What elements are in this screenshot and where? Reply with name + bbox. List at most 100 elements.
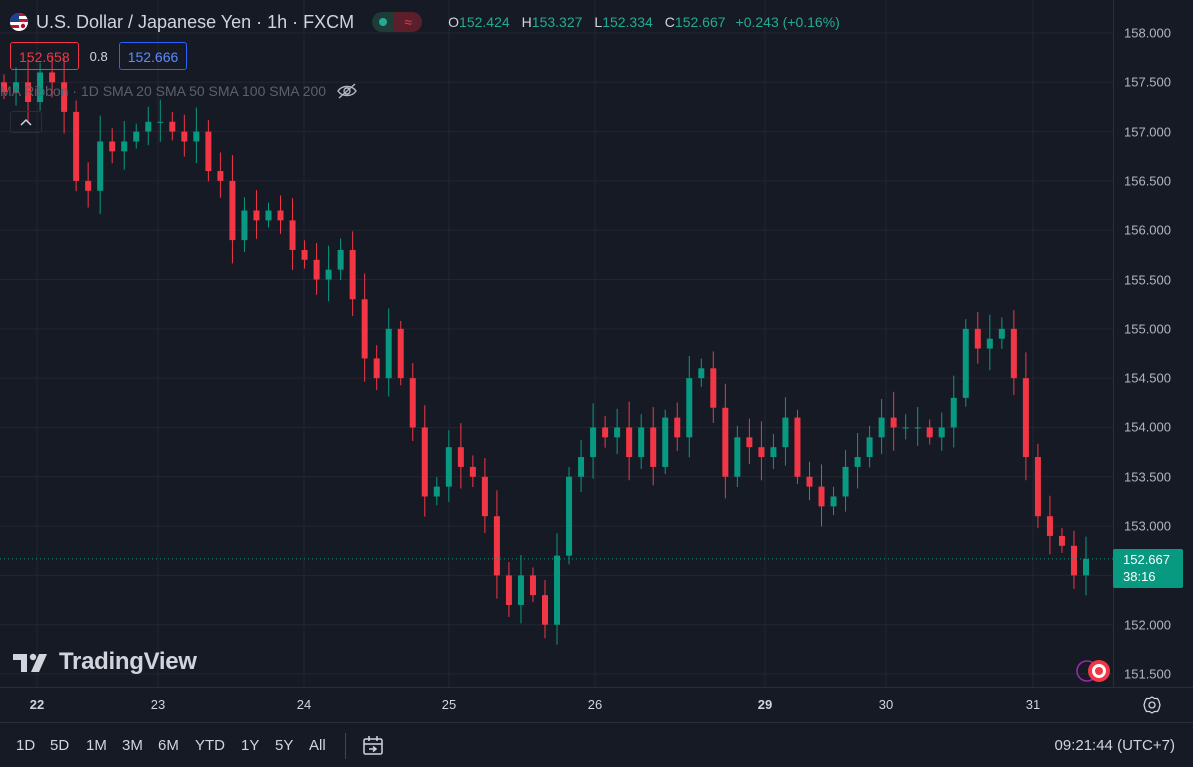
time-tick-label: 23 [150,697,166,712]
candle [842,450,849,512]
time-axis[interactable]: 22 23 24 25 26 29 30 31 [0,687,1193,723]
tradingview-logo[interactable]: TradingView [13,648,197,676]
candle [361,273,368,382]
price-tick-label: 155.500 [1124,272,1171,288]
candle [950,375,957,448]
candle-body [674,417,681,438]
candle [529,567,536,603]
candle-body [914,427,921,429]
candle [782,397,789,466]
candle [49,55,56,98]
candle [686,355,693,458]
buy-price-button[interactable]: 152.666 [118,42,188,70]
candle [349,231,356,317]
candle-body [385,328,392,379]
candle [626,401,633,481]
bottom-toolbar: 09:21:44 (UTC+7) 1D 5D 1M 3M 6M YTD 1Y 5Y All [0,723,1193,767]
current-price-tag: 152.667 38:16 [1113,549,1183,588]
toolbar-divider [345,733,346,759]
price-change: +0.243 (+0.16%) [735,14,840,30]
price-tick-label: 154.500 [1124,370,1171,386]
candle [974,311,981,364]
candle-body [1,82,7,93]
candle [445,430,452,502]
range-button-1d[interactable]: 1D [16,737,36,754]
candle [265,202,272,228]
tradingview-logo-icon [13,653,47,672]
candle-body [938,427,945,438]
candle [1034,443,1041,529]
bar-countdown: 38:16 [1123,569,1156,584]
price-tick-label: 153.000 [1124,518,1171,534]
candle-body [710,368,717,408]
candle-body [337,249,344,270]
candle-body [782,417,789,448]
compare-icon[interactable] [360,734,386,758]
sell-price-button[interactable]: 152.658 [10,42,79,70]
candle-body [37,72,44,103]
candle [914,407,921,446]
candle [710,351,717,423]
candle-body [1070,545,1077,576]
range-button-5d[interactable]: 5D [50,737,70,754]
collapse-legend-button[interactable] [10,111,42,133]
candle [181,114,188,157]
candle-body [686,378,693,438]
range-button-ytd[interactable]: YTD [195,737,225,754]
range-button-all[interactable]: All [309,737,326,754]
candle-body [734,437,741,477]
time-tick-label: 26 [587,697,603,712]
replay-icon[interactable] [1073,658,1113,684]
ohlc-high: H153.327 [521,14,583,30]
range-button-6m[interactable]: 6M [158,737,179,754]
range-button-3m[interactable]: 3M [122,737,143,754]
candle-body [349,249,356,300]
chart-area[interactable] [0,0,1113,687]
candle-body [698,368,705,379]
price-tick-label: 152.000 [1124,617,1171,633]
range-button-1m[interactable]: 1M [86,737,107,754]
range-button-5y[interactable]: 5Y [275,737,294,754]
candle-body [217,171,224,181]
candle [301,240,308,269]
market-status-pill[interactable]: ≈ [372,12,423,32]
candle-body [806,476,813,487]
candle-body [325,269,332,280]
candle-body [602,427,609,438]
candle-body [998,328,1005,339]
candle [770,433,777,469]
candle [217,152,224,198]
candle-body [866,437,873,458]
candle [1083,536,1089,596]
candle-body [517,575,524,605]
clock[interactable]: 09:21:44 (UTC+7) [1054,737,1175,754]
candle [517,554,524,624]
candle [289,198,296,270]
candle-body [662,417,669,467]
eye-off-icon[interactable] [336,82,358,100]
candle [229,155,236,264]
candle [325,245,332,302]
candle [566,467,573,565]
price-tick-label: 157.500 [1124,74,1171,90]
ohlc-low: L152.334 [594,14,653,30]
candle-body [493,516,500,576]
candle-body [722,407,729,477]
indicator-label[interactable]: MA Ribbon · 1D SMA 20 SMA 50 SMA 100 SMA… [0,83,327,99]
candle [830,486,837,516]
candle [205,120,212,182]
candle [73,100,80,192]
settings-icon[interactable] [1143,696,1161,714]
candle-body [421,427,428,497]
candle-body [373,358,380,379]
candle-body [554,555,561,625]
symbol-title[interactable]: U.S. Dollar / Japanese Yen · 1h · FXCM [36,11,355,32]
candle [1010,310,1017,395]
ohlc-open: O152.424 [448,14,510,30]
candle-body [1083,558,1089,576]
wave-icon: ≈ [394,12,423,32]
range-button-1y[interactable]: 1Y [241,737,260,754]
candlestick-chart[interactable] [0,0,1113,687]
price-tick-label: 151.500 [1124,666,1171,682]
candle-body [397,328,404,379]
